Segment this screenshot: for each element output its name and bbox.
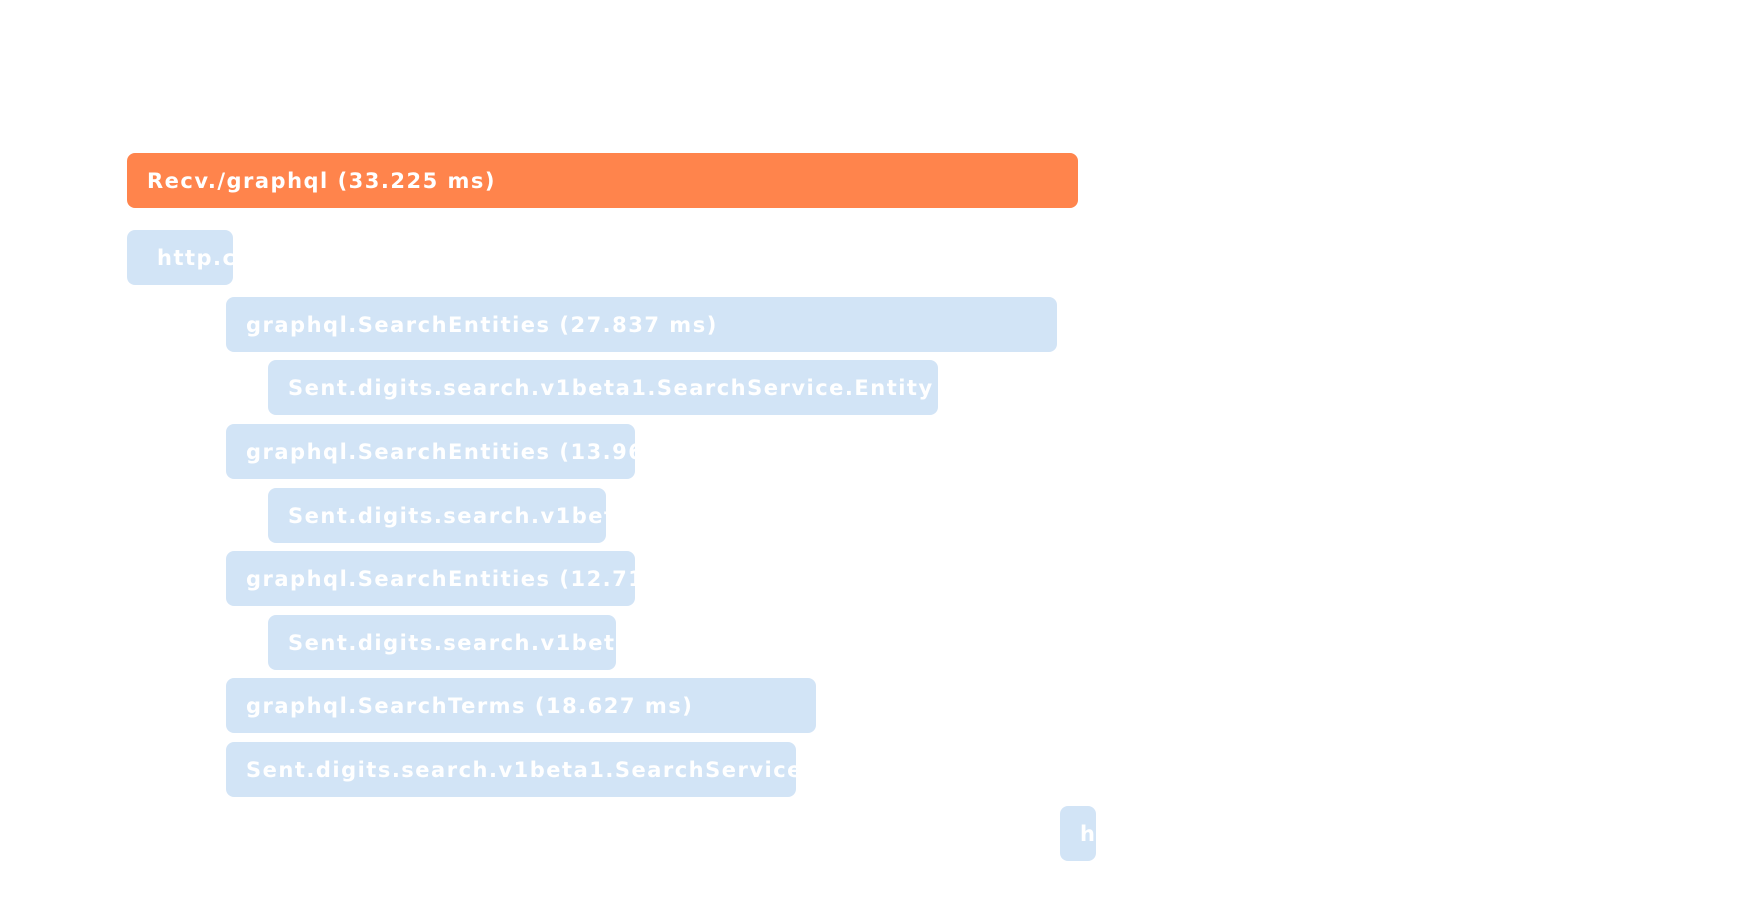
span-sent-entity-2[interactable]: Sent.digits.search.v1beta1: [268, 488, 606, 543]
span-search-terms[interactable]: graphql.SearchTerms (18.627 ms): [226, 678, 816, 733]
span-sent-terms[interactable]: Sent.digits.search.v1beta1.SearchService…: [226, 742, 796, 797]
span-label: graphql.SearchEntities (27.837 ms): [246, 312, 718, 337]
span-label: graphql.SearchEntities (12.718 m: [246, 566, 635, 591]
span-sent-entity-1[interactable]: Sent.digits.search.v1beta1.SearchService…: [268, 360, 938, 415]
span-label: Sent.digits.search.v1beta1.SearchService…: [288, 375, 938, 400]
span-search-entities-3[interactable]: graphql.SearchEntities (12.718 m: [226, 551, 635, 606]
span-label: graphql.SearchTerms (18.627 ms): [246, 693, 694, 718]
span-root[interactable]: Recv./graphql (33.225 ms): [127, 153, 1078, 208]
span-label: Sent.digits.search.v1beta1.: [288, 630, 616, 655]
span-label: h: [1080, 821, 1096, 846]
span-http-client-2[interactable]: h: [1060, 806, 1096, 861]
span-label: Sent.digits.search.v1beta1: [288, 503, 606, 528]
span-http-client-1[interactable]: http.cl: [127, 230, 233, 285]
span-search-entities-2[interactable]: graphql.SearchEntities (13.962 m: [226, 424, 635, 479]
span-label: http.cl: [157, 245, 233, 270]
span-sent-entity-3[interactable]: Sent.digits.search.v1beta1.: [268, 615, 616, 670]
span-label: graphql.SearchEntities (13.962 m: [246, 439, 635, 464]
span-label: Recv./graphql (33.225 ms): [147, 168, 496, 193]
span-label: Sent.digits.search.v1beta1.SearchService…: [246, 757, 796, 782]
span-search-entities-1[interactable]: graphql.SearchEntities (27.837 ms): [226, 297, 1057, 352]
